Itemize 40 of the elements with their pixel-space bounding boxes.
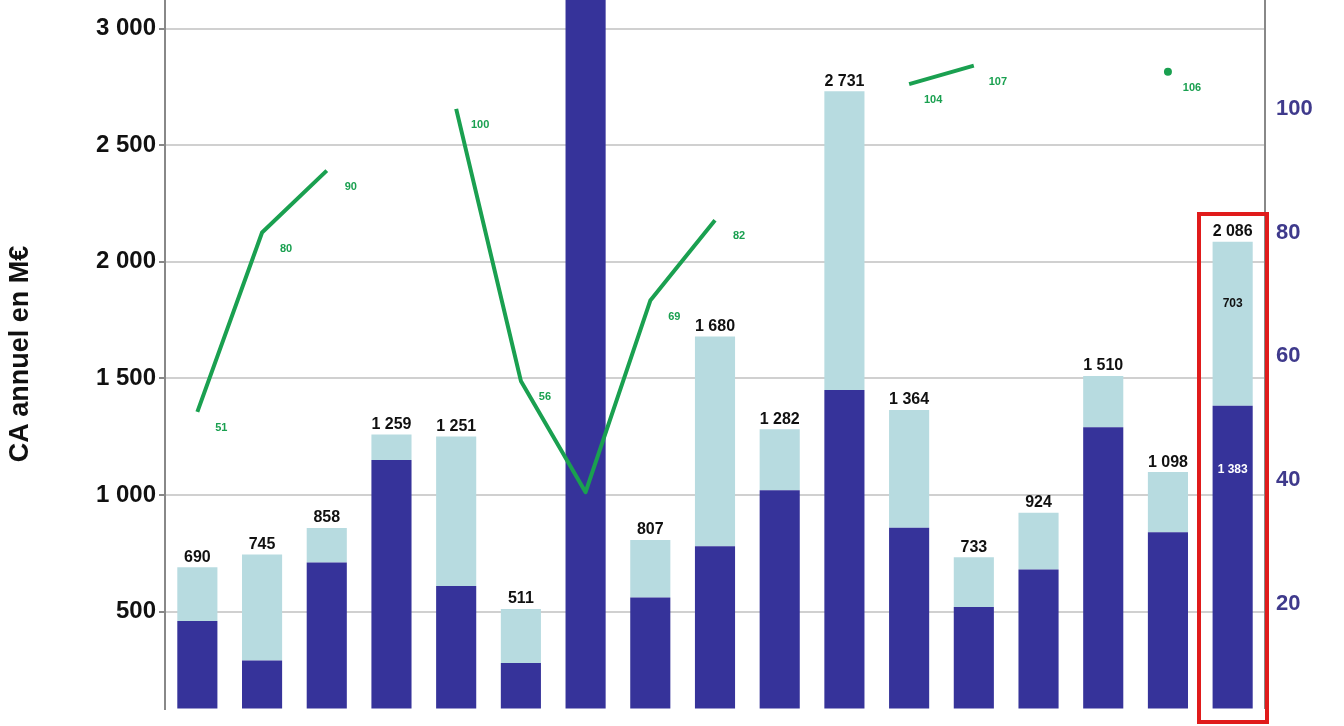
y-tick-label: 2 000 — [95, 246, 156, 274]
total-label: 733 — [960, 537, 988, 555]
total-label: 2 731 — [824, 71, 865, 89]
total-label: 745 — [248, 534, 276, 552]
y-tick-label: 3 000 — [95, 13, 156, 41]
y2-tick-label: 20 — [1276, 589, 1301, 615]
total-label: 1 364 — [889, 390, 930, 408]
total-label: 1 680 — [694, 316, 736, 334]
data-label: 104 — [923, 93, 944, 106]
data-label: 100 — [471, 117, 490, 130]
y2-tick-label: 40 — [1276, 465, 1301, 491]
y-tick-label: 2 500 — [95, 129, 156, 157]
y-axis-title: CA annuel en M€ — [3, 245, 34, 463]
total-label: 690 — [184, 547, 211, 565]
data-label: 106 — [1182, 80, 1202, 93]
total-label: 1 259 — [371, 414, 412, 432]
data-label: 51 — [215, 420, 228, 433]
data-label: 703 — [1222, 295, 1243, 310]
total-label: 1 251 — [436, 416, 477, 434]
y2-tick-label: 80 — [1276, 218, 1301, 244]
data-label: 69 — [668, 309, 681, 322]
data-label: 1 383 — [1217, 462, 1248, 477]
total-label: 511 — [507, 589, 534, 607]
data-label: 90 — [344, 179, 357, 192]
y-tick-label: 1 000 — [95, 479, 156, 507]
y-tick-label: 500 — [115, 596, 156, 624]
total-label: 807 — [636, 520, 664, 538]
total-label: 1 098 — [1147, 452, 1189, 470]
data-label: 107 — [988, 74, 1007, 87]
data-label: 82 — [732, 229, 746, 242]
total-label: 924 — [1025, 493, 1052, 511]
total-label: 1 510 — [1083, 356, 1124, 374]
data-label: 80 — [279, 241, 293, 254]
y-tick-label: 1 500 — [95, 363, 156, 390]
total-label: 1 282 — [759, 409, 800, 427]
total-label: 2 086 — [1212, 222, 1253, 240]
data-label: 56 — [538, 389, 552, 402]
y2-tick-label: 100 — [1276, 94, 1313, 120]
y2-tick-label: 60 — [1276, 342, 1301, 368]
total-label: 858 — [313, 508, 341, 526]
